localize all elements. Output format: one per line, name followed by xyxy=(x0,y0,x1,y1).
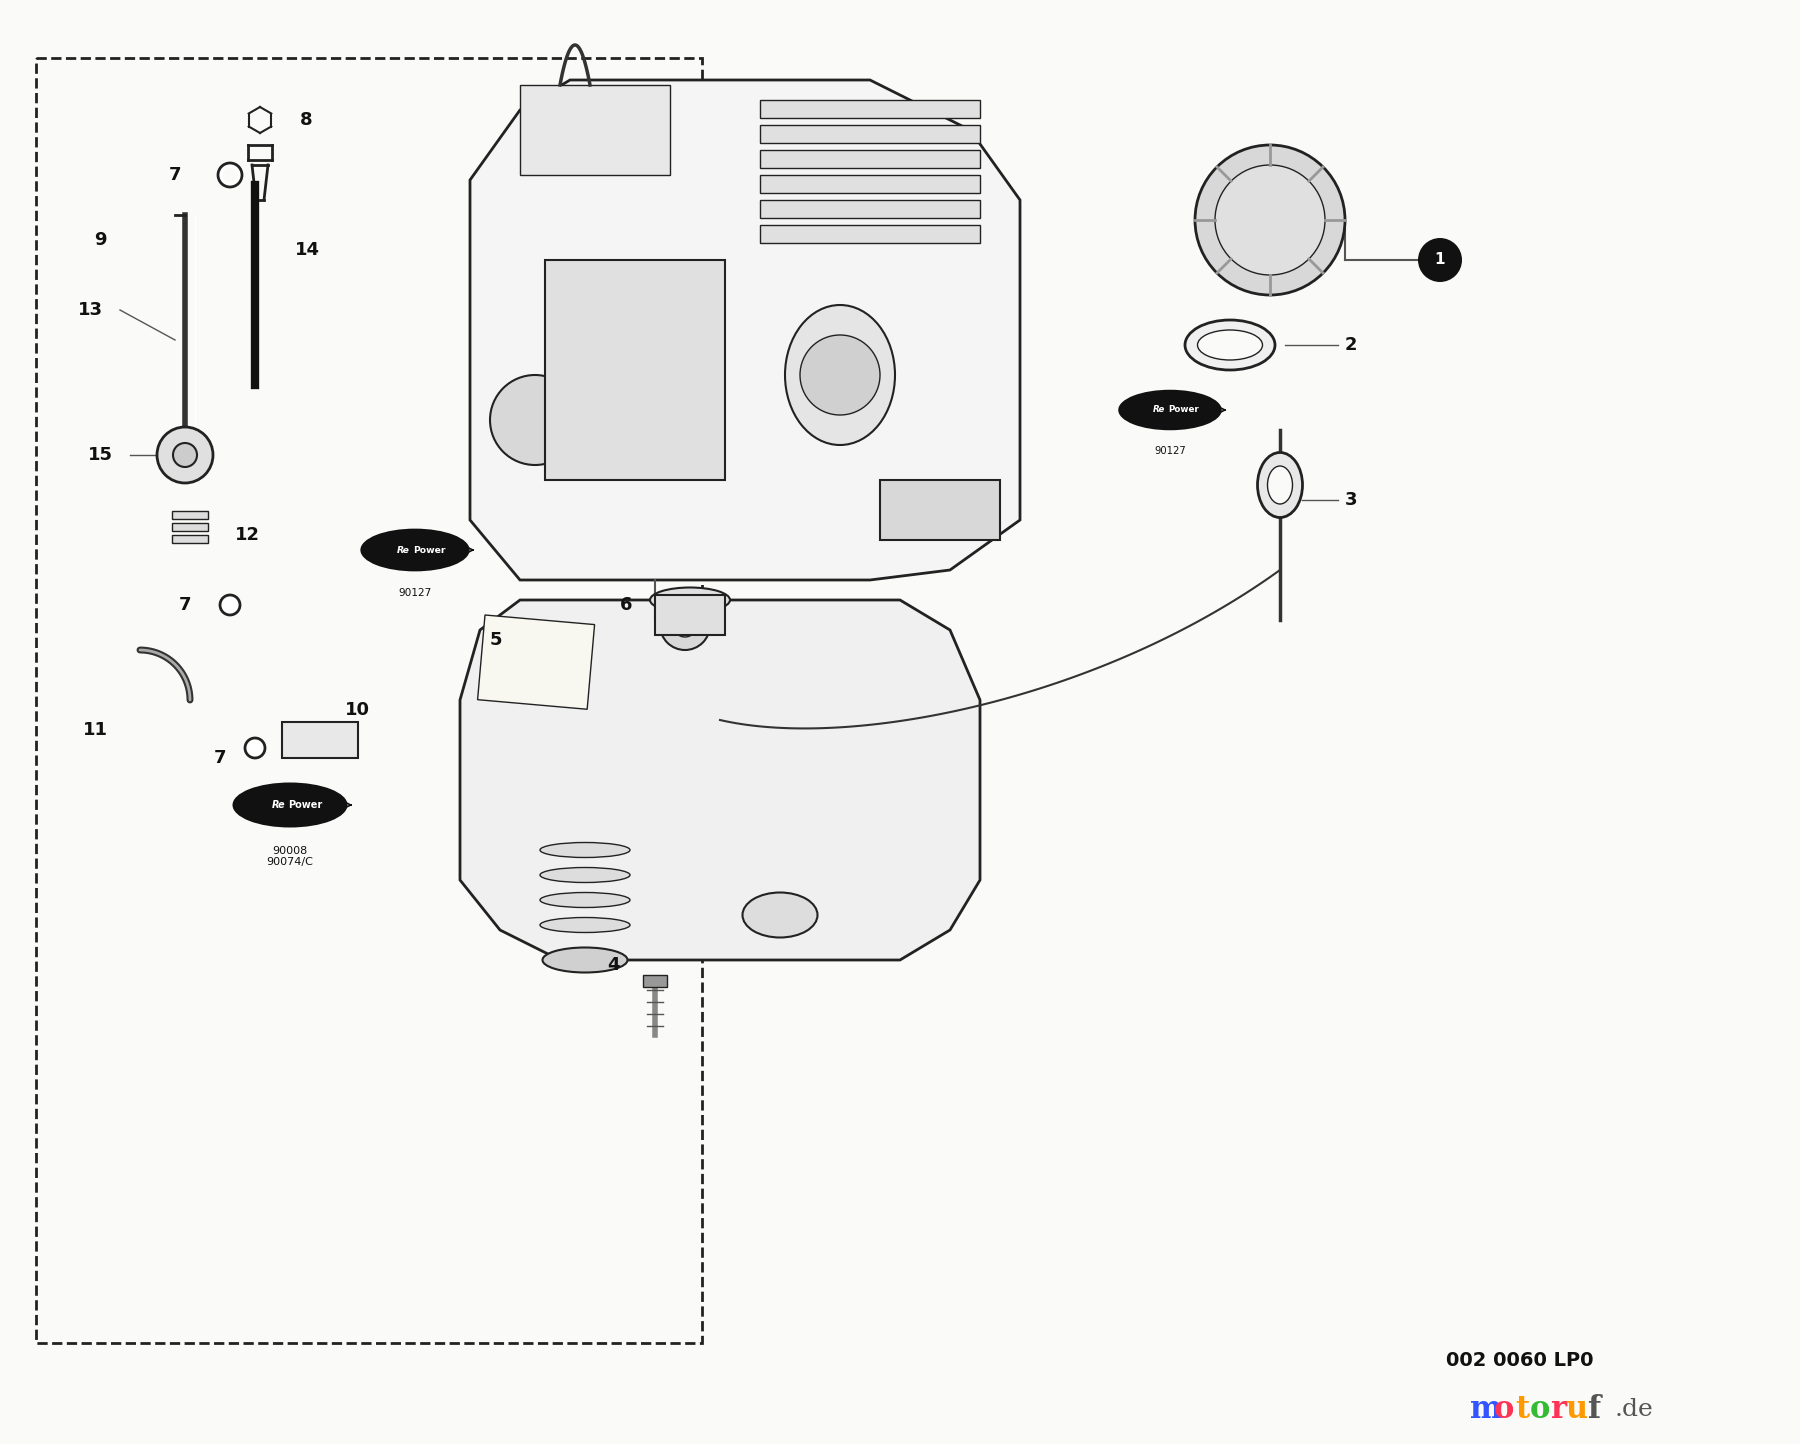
Text: Power: Power xyxy=(288,800,322,810)
Text: 002 0060 LP0: 002 0060 LP0 xyxy=(1445,1350,1593,1369)
Circle shape xyxy=(157,427,212,482)
Text: 9: 9 xyxy=(94,231,106,248)
Text: 7: 7 xyxy=(178,596,191,614)
Bar xyxy=(760,126,979,143)
Text: Re: Re xyxy=(398,546,410,554)
Ellipse shape xyxy=(540,868,630,882)
Text: 90008
90074/C: 90008 90074/C xyxy=(266,846,313,866)
Circle shape xyxy=(1418,238,1462,282)
Text: Power: Power xyxy=(412,546,446,554)
Polygon shape xyxy=(461,601,979,960)
Text: Re: Re xyxy=(272,800,284,810)
Bar xyxy=(880,479,1001,540)
Text: u: u xyxy=(1564,1395,1588,1425)
Circle shape xyxy=(1195,144,1345,295)
Text: o: o xyxy=(1530,1395,1550,1425)
Ellipse shape xyxy=(650,588,731,612)
Circle shape xyxy=(799,335,880,414)
Text: 1: 1 xyxy=(1435,253,1445,267)
Circle shape xyxy=(661,601,709,650)
Ellipse shape xyxy=(1197,331,1262,360)
Polygon shape xyxy=(470,79,1021,580)
Bar xyxy=(545,260,725,479)
Ellipse shape xyxy=(1258,452,1303,517)
Circle shape xyxy=(1215,165,1325,274)
Text: Power: Power xyxy=(1168,406,1199,414)
Text: o: o xyxy=(1494,1395,1514,1425)
Bar xyxy=(283,722,358,758)
Circle shape xyxy=(580,315,689,425)
Text: m: m xyxy=(1471,1395,1503,1425)
Bar xyxy=(173,534,209,543)
Text: Re: Re xyxy=(1152,406,1165,414)
Circle shape xyxy=(673,614,697,637)
Circle shape xyxy=(220,595,239,615)
Ellipse shape xyxy=(540,892,630,907)
Text: 8: 8 xyxy=(301,111,313,129)
Text: 6: 6 xyxy=(619,596,632,614)
Text: .de: .de xyxy=(1615,1398,1654,1421)
Circle shape xyxy=(173,443,196,466)
Bar xyxy=(173,511,209,518)
Ellipse shape xyxy=(540,917,630,933)
Text: t: t xyxy=(1516,1395,1528,1425)
Circle shape xyxy=(218,163,241,188)
Bar xyxy=(655,595,725,635)
Text: 7: 7 xyxy=(169,166,182,183)
Circle shape xyxy=(245,738,265,758)
Ellipse shape xyxy=(785,305,895,445)
Ellipse shape xyxy=(1184,321,1274,370)
Bar xyxy=(477,615,594,709)
Bar xyxy=(760,201,979,218)
Text: f: f xyxy=(1588,1395,1600,1425)
Text: 90127: 90127 xyxy=(398,589,432,598)
Circle shape xyxy=(490,375,580,465)
Ellipse shape xyxy=(542,947,628,972)
Text: 90127: 90127 xyxy=(1154,446,1186,456)
Text: 13: 13 xyxy=(77,300,103,319)
Ellipse shape xyxy=(232,783,347,827)
Text: 15: 15 xyxy=(88,446,112,464)
Ellipse shape xyxy=(742,892,817,937)
Circle shape xyxy=(223,168,238,182)
Text: 10: 10 xyxy=(346,700,371,719)
Ellipse shape xyxy=(360,529,470,572)
Circle shape xyxy=(605,339,664,400)
Ellipse shape xyxy=(1267,466,1292,504)
Bar xyxy=(760,100,979,118)
Text: 7: 7 xyxy=(214,749,227,767)
Text: 4: 4 xyxy=(608,956,619,975)
Bar xyxy=(520,85,670,175)
Text: r: r xyxy=(1550,1395,1566,1425)
Text: 2: 2 xyxy=(1345,336,1357,354)
Bar xyxy=(36,58,702,1343)
Ellipse shape xyxy=(1118,390,1222,430)
Bar xyxy=(173,523,209,531)
Text: 12: 12 xyxy=(236,526,259,544)
Ellipse shape xyxy=(540,842,630,858)
Text: 3: 3 xyxy=(1345,491,1357,508)
Bar xyxy=(760,175,979,193)
Bar xyxy=(643,975,668,988)
Bar xyxy=(760,225,979,243)
Text: 5: 5 xyxy=(490,631,502,648)
Text: 11: 11 xyxy=(83,721,108,739)
Bar xyxy=(760,150,979,168)
Text: 14: 14 xyxy=(295,241,320,258)
